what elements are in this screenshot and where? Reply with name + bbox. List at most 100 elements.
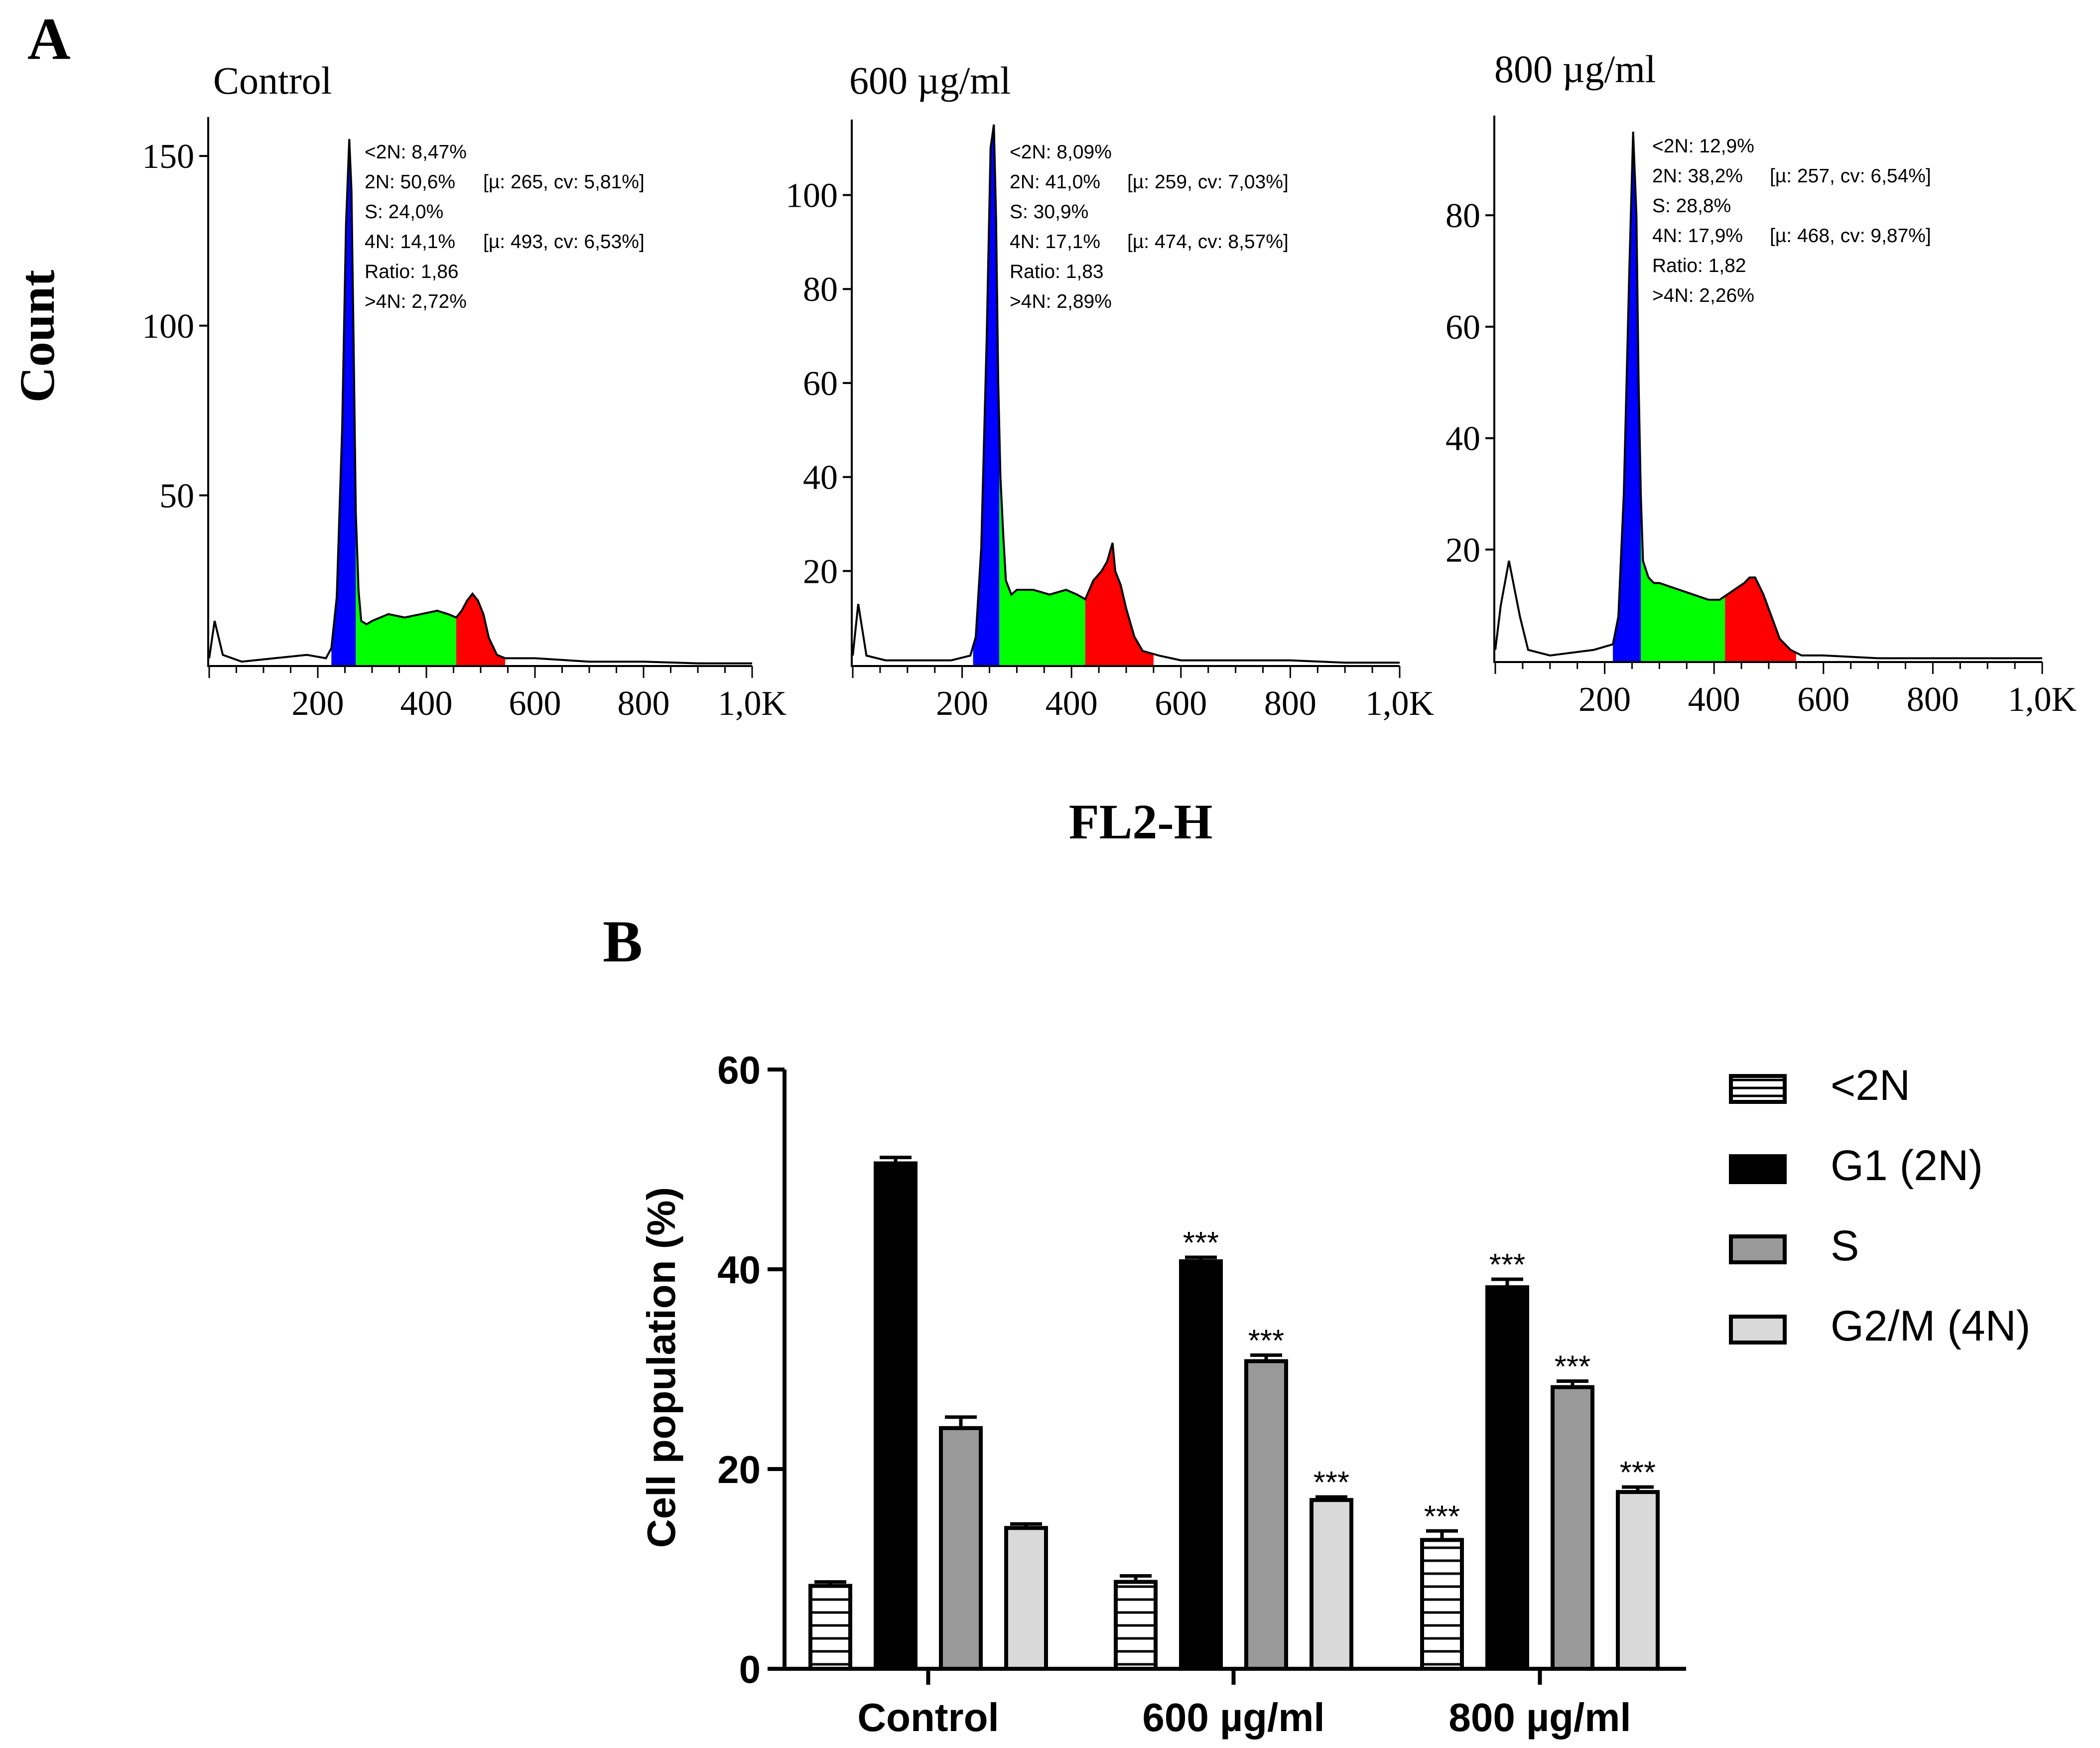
x-tick-label: 1,0K (2008, 680, 2077, 719)
panel-b-label: B (603, 908, 643, 974)
bar-category-label: 600 µg/ml (1142, 1695, 1324, 1740)
bar (939, 1426, 983, 1671)
bar (1551, 1385, 1594, 1671)
bar-y-tick-label: 60 (717, 1048, 761, 1092)
bar (1179, 1259, 1223, 1671)
histogram-outline (1494, 132, 2042, 660)
histogram-stats: <2N: 8,09% 2N: 41,0% [µ: 259, cv: 7,03%]… (1010, 141, 1289, 312)
histogram-control: Control 50 100 150 200 400 600 800 1,0K <2N: 8,… (142, 59, 787, 723)
legend-swatch (1729, 1074, 1787, 1104)
bar-category-label: Control (857, 1695, 999, 1740)
y-tick-label: 40 (1445, 420, 1480, 458)
bar (874, 1161, 918, 1671)
x-tick-label: 200 (1578, 680, 1631, 719)
x-tick-label: 600 (1155, 684, 1207, 723)
panel-a-x-axis-title: FL2-H (1069, 794, 1213, 849)
significance-marker: *** (1313, 1466, 1349, 1500)
stats-extra: [µ: 265, cv: 5,81%] (483, 171, 645, 193)
y-tick-label: 20 (1445, 531, 1480, 569)
histogram-stats: <2N: 8,47% 2N: 50,6% [µ: 265, cv: 5,81%]… (365, 141, 645, 312)
bar-chart-y-axis-title: Cell population (%) (639, 1187, 683, 1548)
stats-line: 2N: 50,6% (365, 171, 455, 193)
stats-extra: [µ: 259, cv: 7,03%] (1127, 171, 1289, 193)
x-tick-label: 200 (292, 684, 344, 723)
g1-fill (973, 126, 1000, 666)
g2m-fill (1085, 542, 1154, 665)
x-tick-label: 1,0K (1365, 684, 1434, 723)
legend-label: <2N (1831, 1062, 1910, 1109)
g2m-fill (1725, 577, 1796, 661)
stats-line: 2N: 38,2% (1652, 165, 1743, 187)
significance-marker: *** (1183, 1226, 1219, 1260)
bar-y-tick-label: 40 (717, 1248, 761, 1292)
stats-line: 4N: 14,1% (365, 231, 455, 253)
stats-line: >4N: 2,26% (1652, 285, 1754, 306)
bar (1004, 1526, 1048, 1671)
stats-extra: [µ: 493, cv: 6,53%] (483, 231, 645, 253)
y-tick-label: 40 (803, 459, 838, 497)
y-tick-label: 100 (786, 177, 838, 215)
y-tick-label: 150 (142, 137, 194, 176)
stats-extra: [µ: 257, cv: 6,54%] (1770, 165, 1931, 187)
stats-line: S: 28,8% (1652, 195, 1731, 217)
stats-line: 2N: 41,0% (1010, 171, 1100, 193)
stats-line: <2N: 12,9% (1652, 135, 1754, 157)
significance-marker: *** (1248, 1324, 1284, 1358)
legend-swatch (1729, 1154, 1787, 1184)
stats-line: <2N: 8,47% (365, 141, 467, 163)
bar-y-tick-label: 20 (717, 1448, 761, 1491)
s-fill (1641, 494, 1725, 661)
x-tick-label: 1,0K (718, 684, 787, 723)
histogram-outline (852, 124, 1400, 664)
y-tick-label: 60 (803, 365, 838, 403)
stats-extra: [µ: 468, cv: 9,87%] (1770, 225, 1931, 247)
y-tick-label: 60 (1445, 308, 1480, 347)
stats-line: <2N: 8,09% (1010, 141, 1112, 163)
panel-a-y-axis-title: Count (9, 270, 65, 403)
bar (808, 1584, 852, 1671)
stats-line: Ratio: 1,83 (1010, 261, 1104, 282)
bar-chart-legend: <2N G1 (2N) S G2/M (4N) (1729, 1062, 2030, 1350)
x-tick-label: 800 (618, 684, 670, 723)
bar-y-tick-label: 0 (739, 1647, 761, 1691)
bar (1114, 1580, 1158, 1671)
stats-line: S: 30,9% (1010, 201, 1088, 223)
y-tick-label: 50 (159, 477, 194, 515)
x-tick-label: 600 (509, 684, 561, 723)
stats-extra: [µ: 474, cv: 8,57%] (1127, 231, 1289, 253)
x-tick-label: 800 (1264, 684, 1316, 723)
legend-swatch (1729, 1234, 1787, 1264)
panel-a-label: A (27, 5, 71, 72)
legend-swatch (1729, 1315, 1787, 1345)
stats-line: 4N: 17,9% (1652, 225, 1743, 247)
histogram-stats: <2N: 12,9% 2N: 38,2% [µ: 257, cv: 6,54%]… (1652, 135, 1931, 306)
x-tick-label: 600 (1797, 680, 1849, 719)
significance-marker: *** (1620, 1456, 1656, 1490)
significance-marker: *** (1489, 1248, 1525, 1282)
histogram-title: 600 µg/ml (849, 59, 1011, 102)
stats-line: >4N: 2,72% (365, 291, 467, 312)
bar (1244, 1359, 1288, 1671)
histogram-plot: 50 100 150 200 400 600 800 1,0K (142, 117, 787, 723)
significance-marker: *** (1424, 1499, 1460, 1534)
bar-category-label: 800 µg/ml (1448, 1695, 1631, 1740)
stats-line: S: 24,0% (365, 201, 443, 223)
y-tick-label: 20 (803, 552, 838, 591)
histogram-outline (208, 139, 752, 665)
s-fill (999, 430, 1085, 665)
histogram-plot: 20 40 60 80 100 200 400 600 800 1,0K (786, 120, 1434, 723)
x-tick-label: 400 (400, 684, 453, 723)
x-tick-label: 800 (1907, 680, 1959, 719)
legend-label: S (1831, 1222, 1859, 1270)
x-tick-label: 400 (1046, 684, 1098, 723)
stats-line: Ratio: 1,82 (1652, 255, 1746, 276)
histogram-800: 800 µg/ml 20 40 60 80 200 400 600 800 1,0K <2N: … (1445, 47, 2077, 719)
y-tick-label: 80 (803, 270, 838, 309)
histogram-title: Control (213, 59, 332, 102)
x-tick-label: 400 (1688, 680, 1740, 719)
bar (1310, 1498, 1353, 1671)
histogram-title: 800 µg/ml (1494, 47, 1656, 91)
bar-chart: 0 20 40 60 Control 600 µg/ml *** *** *** 800 µg/m… (717, 1048, 1686, 1740)
histogram-plot: 20 40 60 80 200 400 600 800 1,0K (1445, 116, 2077, 719)
